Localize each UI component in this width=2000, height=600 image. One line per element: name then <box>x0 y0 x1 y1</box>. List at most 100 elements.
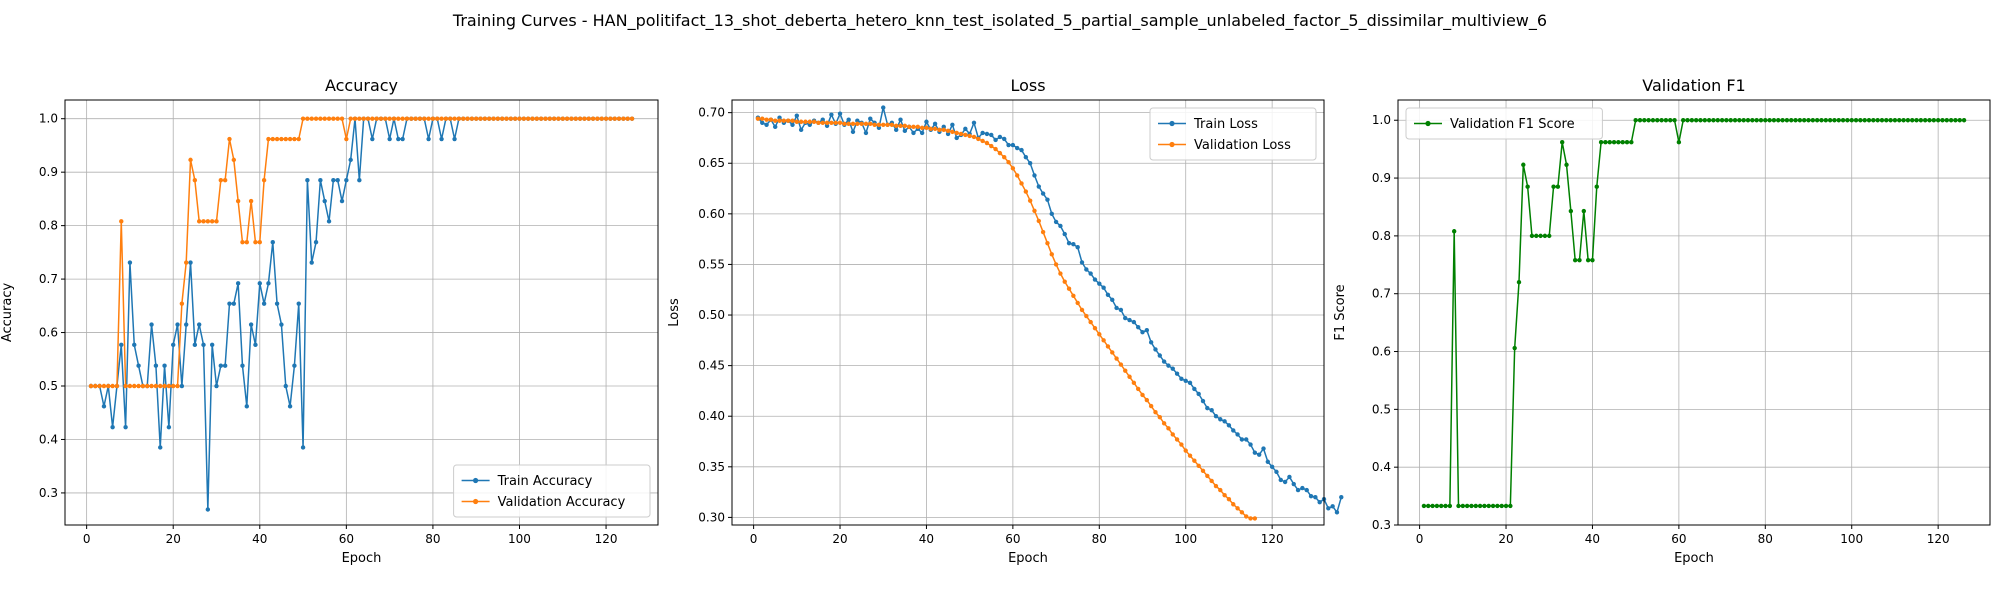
data-point <box>153 363 159 368</box>
data-point <box>326 116 332 121</box>
data-point <box>188 157 193 163</box>
data-point <box>158 445 163 450</box>
data-point <box>1577 257 1582 263</box>
data-point <box>868 121 873 126</box>
data-point <box>820 120 825 125</box>
x-tick-label: 60 <box>1005 532 1020 546</box>
data-point <box>984 140 990 146</box>
data-point <box>430 116 436 121</box>
data-point <box>590 116 596 121</box>
data-point <box>508 116 514 121</box>
data-point <box>773 118 778 123</box>
data-point <box>274 136 280 142</box>
data-point <box>132 383 137 389</box>
data-point <box>842 121 847 126</box>
data-point <box>1023 189 1029 194</box>
data-point <box>248 198 254 204</box>
data-point <box>348 116 353 121</box>
data-point <box>1655 118 1660 123</box>
data-point <box>543 116 548 121</box>
x-tick-label: 20 <box>1498 532 1513 546</box>
data-point <box>1244 514 1249 519</box>
data-point <box>1922 118 1928 123</box>
data-point <box>1062 231 1067 237</box>
data-point <box>1170 432 1175 437</box>
data-point <box>448 116 453 121</box>
data-point <box>1114 305 1119 311</box>
data-point <box>906 124 912 130</box>
legend-label: Validation F1 Score <box>1450 117 1575 132</box>
data-point <box>894 127 899 133</box>
data-point <box>1300 485 1305 491</box>
data-point <box>781 118 787 123</box>
data-point <box>335 116 340 121</box>
data-point <box>785 118 791 123</box>
data-point <box>1265 459 1271 464</box>
data-point <box>1499 503 1504 509</box>
axes-frame <box>64 99 659 526</box>
y-axis-label: Accuracy <box>0 283 15 343</box>
data-point <box>1144 328 1150 333</box>
data-point <box>1330 504 1335 509</box>
x-tick-label: 80 <box>425 532 440 546</box>
data-point <box>1750 118 1755 123</box>
data-point <box>1953 118 1958 123</box>
y-tick-label: 0.5 <box>1372 402 1391 416</box>
data-point <box>1490 503 1496 509</box>
data-point <box>1585 257 1591 263</box>
data-point <box>1049 211 1054 217</box>
y-tick-label: 0.50 <box>698 308 725 322</box>
data-point <box>1088 319 1093 325</box>
data-point <box>1006 160 1011 165</box>
data-point <box>106 383 111 389</box>
data-point <box>1239 510 1245 515</box>
data-point <box>1827 118 1833 123</box>
data-point <box>1469 503 1474 509</box>
data-point <box>1594 184 1599 189</box>
data-point <box>348 157 353 163</box>
data-point <box>270 136 275 142</box>
data-point <box>396 136 401 142</box>
data-point <box>954 135 959 141</box>
data-point <box>837 111 843 116</box>
data-point <box>577 116 583 121</box>
data-point <box>456 116 462 121</box>
data-point <box>1079 260 1085 265</box>
data-point <box>93 383 98 389</box>
data-point <box>1624 140 1630 145</box>
data-point <box>889 122 895 127</box>
data-point <box>885 122 890 127</box>
data-point <box>1745 118 1751 123</box>
data-point <box>837 120 843 125</box>
data-point <box>1326 506 1331 511</box>
data-point <box>296 301 301 306</box>
data-point <box>123 383 128 389</box>
data-point <box>1862 118 1867 123</box>
data-point <box>764 122 769 127</box>
data-point <box>101 383 107 389</box>
data-point <box>357 177 362 183</box>
data-point <box>595 116 600 121</box>
data-point <box>863 130 869 136</box>
y-tick-label: 0.30 <box>698 510 725 524</box>
data-point <box>196 322 202 327</box>
data-point <box>171 342 176 348</box>
data-point <box>127 383 133 389</box>
data-point <box>850 121 856 126</box>
data-point <box>1447 503 1453 509</box>
data-point <box>1477 503 1483 509</box>
data-point <box>1127 317 1132 323</box>
data-point <box>1196 463 1201 468</box>
data-point <box>1062 279 1067 284</box>
series-line-0 <box>90 117 633 511</box>
data-point <box>816 120 821 125</box>
legend-box <box>453 464 651 518</box>
data-point <box>919 130 925 136</box>
data-point <box>1231 502 1236 507</box>
data-point <box>1823 118 1829 123</box>
data-point <box>924 125 929 131</box>
data-point <box>1836 118 1841 123</box>
data-point <box>1620 140 1625 145</box>
data-point <box>305 116 310 121</box>
data-point <box>1663 118 1669 123</box>
